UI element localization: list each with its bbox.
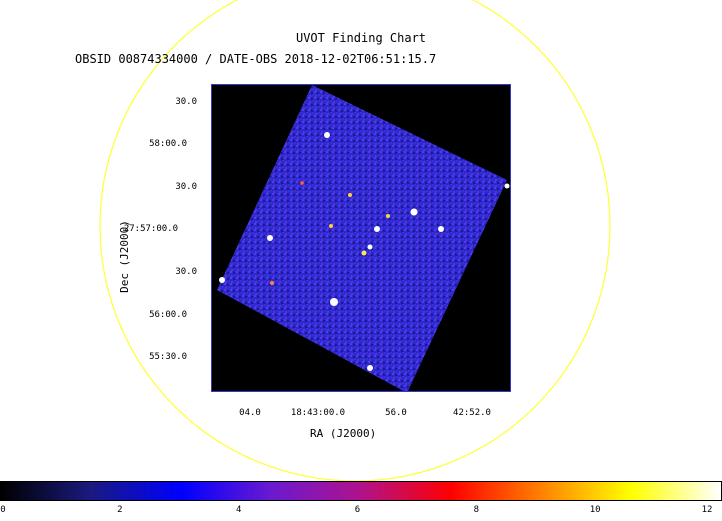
colorbar-tick-label: 6 <box>354 505 361 515</box>
colorbar <box>0 481 722 501</box>
sky-image <box>217 85 510 391</box>
colorbar-tick-label: 0 <box>0 505 6 515</box>
y-tick-label: 27:57:00.0 <box>123 224 178 234</box>
y-tick-label: 58:00.0 <box>149 139 187 149</box>
x-tick-label: 04.0 <box>239 408 261 418</box>
x-tick-label: 56.0 <box>385 408 407 418</box>
y-axis-label: Dec (J2000) <box>117 220 131 293</box>
y-tick-label: 55:30.0 <box>149 352 187 362</box>
colorbar-tick-label: 2 <box>117 505 123 515</box>
y-tick-label: 56:00.0 <box>149 310 187 320</box>
x-tick-label: 18:43:00.0 <box>290 408 346 418</box>
x-tick-label: 42:52.0 <box>453 408 491 418</box>
colorbar-tick-label: 10 <box>589 505 601 515</box>
colorbar-tick-label: 12 <box>701 505 713 515</box>
y-tick-label: 30.0 <box>175 97 197 107</box>
colorbar-tick-label: 4 <box>235 505 242 515</box>
y-tick-label: 30.0 <box>175 182 197 192</box>
colorbar-tick-label: 8 <box>473 505 480 515</box>
exposure-footprint <box>217 85 507 391</box>
x-axis-label: RA (J2000) <box>310 427 377 440</box>
source-markers <box>219 132 510 371</box>
chart-title: UVOT Finding Chart <box>295 31 427 45</box>
y-tick-label: 30.0 <box>175 267 197 277</box>
sky-image-panel <box>211 84 511 392</box>
chart-subtitle: OBSID 00874334000 / DATE-OBS 2018-12-02T… <box>75 52 437 66</box>
